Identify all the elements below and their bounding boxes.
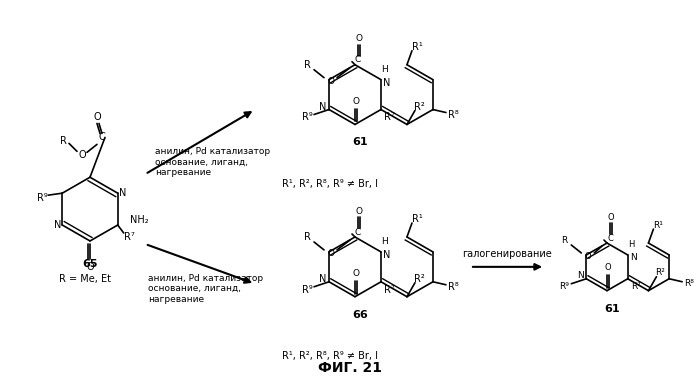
Text: R¹: R¹ <box>654 221 663 230</box>
Text: N: N <box>54 220 61 230</box>
Text: R⁷: R⁷ <box>384 285 394 295</box>
Text: R⁸: R⁸ <box>684 279 694 288</box>
Text: R²: R² <box>656 268 665 277</box>
Text: O: O <box>328 77 335 86</box>
Text: R¹, R², R⁸, R⁹ ≠ Br, I: R¹, R², R⁸, R⁹ ≠ Br, I <box>282 351 378 362</box>
Text: N: N <box>319 101 326 112</box>
Text: R⁹: R⁹ <box>559 282 569 291</box>
Text: R²: R² <box>414 101 424 112</box>
Text: O: O <box>328 250 335 258</box>
Text: R⁸: R⁸ <box>447 282 459 292</box>
Text: R: R <box>59 136 66 146</box>
Text: C: C <box>355 55 361 64</box>
Text: R: R <box>303 232 310 242</box>
Text: N: N <box>383 78 391 87</box>
Text: R⁷: R⁷ <box>124 232 135 242</box>
Text: 65: 65 <box>82 259 98 269</box>
Text: O: O <box>78 150 86 160</box>
Text: R⁹: R⁹ <box>302 112 312 123</box>
Text: O: O <box>86 262 94 272</box>
Text: O: O <box>356 34 363 43</box>
Text: галогенирование: галогенирование <box>462 249 552 259</box>
Text: 61: 61 <box>604 303 620 314</box>
Text: R¹: R¹ <box>412 214 422 224</box>
Text: N: N <box>319 274 326 284</box>
Text: N: N <box>119 188 127 198</box>
Text: H: H <box>628 241 635 250</box>
Text: 66: 66 <box>352 310 368 320</box>
Text: N: N <box>383 250 391 260</box>
Text: R⁹: R⁹ <box>37 193 48 203</box>
Text: O: O <box>93 112 101 123</box>
Text: O: O <box>605 263 612 272</box>
Text: R⁷: R⁷ <box>384 112 394 123</box>
Text: N: N <box>630 253 637 262</box>
Text: C: C <box>355 227 361 236</box>
Text: O: O <box>352 97 359 106</box>
Text: 61: 61 <box>352 137 368 147</box>
Text: C: C <box>607 234 613 242</box>
Text: NH₂: NH₂ <box>131 215 149 225</box>
Text: O: O <box>607 213 614 222</box>
Text: H: H <box>382 238 389 247</box>
Text: ФИГ. 21: ФИГ. 21 <box>318 362 382 375</box>
Text: R: R <box>561 236 568 245</box>
Text: O: O <box>356 207 363 216</box>
Text: R⁷: R⁷ <box>630 282 641 291</box>
Text: H: H <box>382 65 389 74</box>
Text: R²: R² <box>414 274 424 284</box>
Text: анилин, Pd катализатор
основание, лиганд,
нагревание: анилин, Pd катализатор основание, лиганд… <box>155 147 270 177</box>
Text: R⁸: R⁸ <box>447 109 459 120</box>
Text: R = Me, Et: R = Me, Et <box>59 274 111 284</box>
Text: R¹: R¹ <box>412 42 422 52</box>
Text: анилин, Pd катализатор
основание, лиганд,
нагревание: анилин, Pd катализатор основание, лиганд… <box>148 274 263 303</box>
Text: O: O <box>585 253 591 261</box>
Text: R⁹: R⁹ <box>302 285 312 295</box>
Text: R¹, R², R⁸, R⁹ ≠ Br, I: R¹, R², R⁸, R⁹ ≠ Br, I <box>282 179 378 189</box>
Text: N: N <box>577 271 584 280</box>
Text: O: O <box>352 269 359 278</box>
Text: R: R <box>303 60 310 70</box>
Text: C: C <box>99 132 106 143</box>
